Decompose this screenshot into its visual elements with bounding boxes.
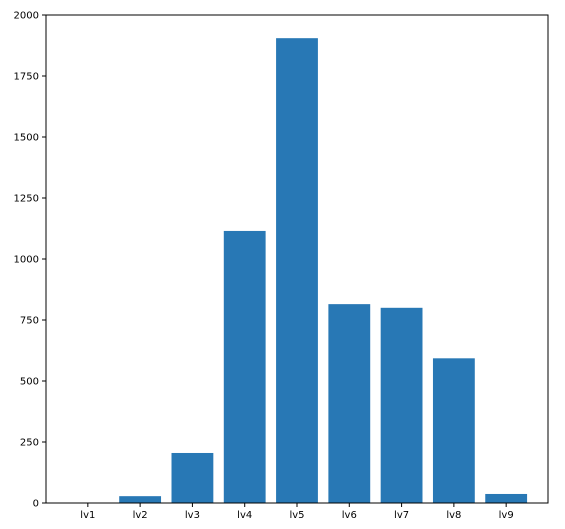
y-tick-label: 1250 xyxy=(14,194,39,205)
x-tick-label-lv9: lv9 xyxy=(499,510,514,521)
x-tick-label-lv7: lv7 xyxy=(394,510,409,521)
y-axis: 0 250 500 750 1000 1250 1500 1750 2000 xyxy=(14,11,46,510)
x-tick-label-lv2: lv2 xyxy=(133,510,148,521)
x-tick-label-lv4: lv4 xyxy=(237,510,252,521)
x-tick-label-lv6: lv6 xyxy=(342,510,357,521)
bar-lv3 xyxy=(171,452,214,503)
y-tick-label: 750 xyxy=(20,316,39,327)
x-axis: lv1 lv2 lv3 lv4 lv5 lv6 lv7 lv8 lv9 xyxy=(80,503,514,521)
bar-lv9 xyxy=(485,493,528,503)
bar-lv4 xyxy=(223,230,266,503)
y-tick-label: 1500 xyxy=(14,133,39,144)
y-tick-label: 0 xyxy=(33,499,39,510)
bars-group xyxy=(66,38,528,504)
y-tick-label: 1750 xyxy=(14,72,39,83)
bar-lv5 xyxy=(276,38,318,504)
x-tick-label-lv1: lv1 xyxy=(80,510,95,521)
x-tick-label-lv5: lv5 xyxy=(289,510,304,521)
bar-lv7 xyxy=(380,307,423,503)
y-tick-label: 250 xyxy=(20,438,39,449)
bar-lv2 xyxy=(119,496,162,503)
bar-lv6 xyxy=(328,304,371,503)
x-tick-label-lv3: lv3 xyxy=(185,510,200,521)
y-tick-label: 500 xyxy=(20,377,39,388)
bar-lv8 xyxy=(432,358,475,503)
x-tick-label-lv8: lv8 xyxy=(446,510,461,521)
y-tick-label: 2000 xyxy=(14,11,39,22)
y-tick-label: 1000 xyxy=(14,255,39,266)
